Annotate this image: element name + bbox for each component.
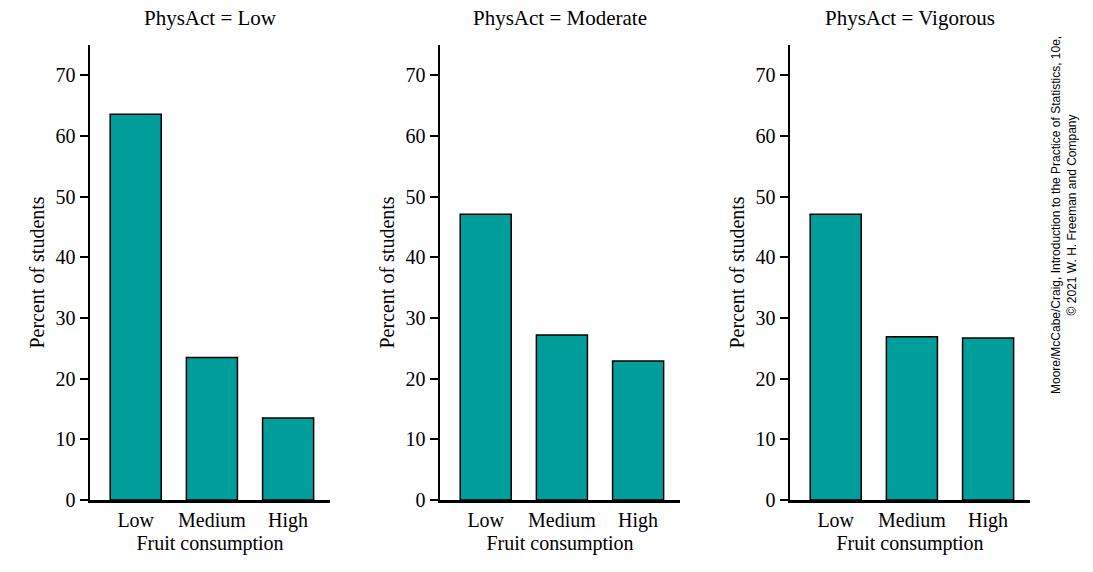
svg-text:20: 20 xyxy=(56,368,76,390)
svg-text:20: 20 xyxy=(756,368,776,390)
svg-text:Medium: Medium xyxy=(878,509,946,531)
svg-text:Low: Low xyxy=(117,509,154,531)
svg-text:10: 10 xyxy=(406,428,426,450)
svg-text:Percent of students: Percent of students xyxy=(376,196,398,348)
svg-text:Percent of students: Percent of students xyxy=(26,196,48,348)
svg-text:Moore/McCabe/Craig, Introducti: Moore/McCabe/Craig, Introduction to the … xyxy=(1049,36,1079,394)
svg-text:Fruit consumption: Fruit consumption xyxy=(836,532,983,555)
svg-text:70: 70 xyxy=(406,64,426,86)
svg-text:70: 70 xyxy=(756,64,776,86)
svg-text:60: 60 xyxy=(56,125,76,147)
svg-text:Medium: Medium xyxy=(528,509,596,531)
svg-text:PhysAct = Low: PhysAct = Low xyxy=(144,6,277,30)
svg-text:40: 40 xyxy=(56,246,76,268)
svg-text:20: 20 xyxy=(406,368,426,390)
svg-text:50: 50 xyxy=(56,186,76,208)
svg-text:High: High xyxy=(968,509,1008,532)
svg-text:50: 50 xyxy=(406,186,426,208)
svg-text:Fruit consumption: Fruit consumption xyxy=(486,532,633,555)
svg-text:PhysAct = Vigorous: PhysAct = Vigorous xyxy=(825,6,995,30)
svg-text:30: 30 xyxy=(406,307,426,329)
svg-text:10: 10 xyxy=(56,428,76,450)
svg-text:30: 30 xyxy=(56,307,76,329)
svg-text:70: 70 xyxy=(56,64,76,86)
svg-text:High: High xyxy=(618,509,658,532)
svg-text:0: 0 xyxy=(416,489,426,511)
svg-text:Low: Low xyxy=(467,509,504,531)
svg-text:Low: Low xyxy=(817,509,854,531)
svg-text:30: 30 xyxy=(756,307,776,329)
svg-text:0: 0 xyxy=(766,489,776,511)
svg-text:60: 60 xyxy=(406,125,426,147)
svg-text:40: 40 xyxy=(406,246,426,268)
svg-text:Fruit consumption: Fruit consumption xyxy=(136,532,283,555)
svg-text:High: High xyxy=(268,509,308,532)
svg-text:Percent of students: Percent of students xyxy=(726,196,748,348)
svg-text:60: 60 xyxy=(756,125,776,147)
svg-text:Medium: Medium xyxy=(178,509,246,531)
svg-text:40: 40 xyxy=(756,246,776,268)
svg-text:PhysAct = Moderate: PhysAct = Moderate xyxy=(473,6,647,30)
svg-text:0: 0 xyxy=(66,489,76,511)
svg-text:50: 50 xyxy=(756,186,776,208)
svg-text:10: 10 xyxy=(756,428,776,450)
